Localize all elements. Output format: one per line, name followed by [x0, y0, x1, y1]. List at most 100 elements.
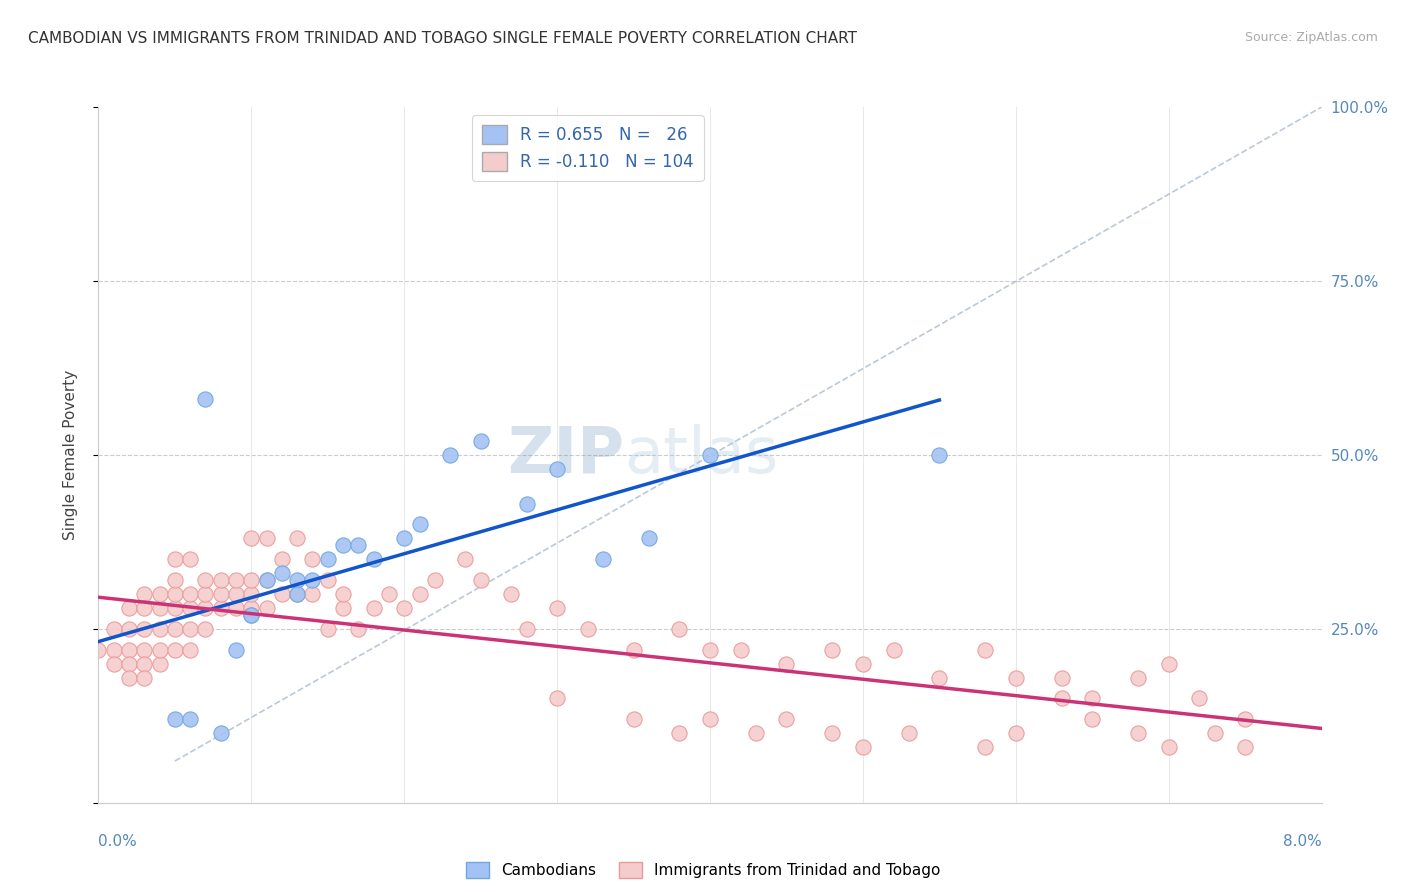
Point	[1204, 726, 1226, 740]
Point	[240, 607, 263, 622]
Point	[225, 573, 247, 587]
Point	[134, 587, 156, 601]
Point	[134, 671, 156, 685]
Point	[347, 538, 370, 552]
Point	[1081, 712, 1104, 726]
Point	[1004, 726, 1026, 740]
Point	[149, 587, 172, 601]
Point	[378, 587, 401, 601]
Point	[316, 552, 339, 566]
Point	[270, 566, 294, 581]
Point	[1081, 691, 1104, 706]
Point	[179, 712, 201, 726]
Point	[316, 622, 339, 636]
Point	[285, 587, 308, 601]
Point	[179, 587, 201, 601]
Point	[149, 601, 172, 615]
Point	[347, 622, 370, 636]
Point	[270, 552, 294, 566]
Point	[439, 448, 461, 462]
Point	[149, 642, 172, 657]
Point	[285, 532, 308, 546]
Point	[134, 601, 156, 615]
Point	[285, 587, 308, 601]
Point	[392, 532, 416, 546]
Point	[1157, 657, 1180, 671]
Point	[118, 622, 141, 636]
Point	[240, 607, 263, 622]
Point	[775, 712, 797, 726]
Point	[209, 726, 232, 740]
Point	[194, 601, 217, 615]
Point	[363, 601, 385, 615]
Point	[546, 601, 568, 615]
Point	[301, 573, 323, 587]
Point	[301, 552, 323, 566]
Point	[363, 552, 385, 566]
Point	[179, 642, 201, 657]
Point	[470, 434, 492, 448]
Point	[928, 671, 950, 685]
Point	[163, 601, 186, 615]
Point	[1188, 691, 1211, 706]
Point	[134, 657, 156, 671]
Point	[637, 532, 661, 546]
Point	[194, 587, 217, 601]
Point	[149, 622, 172, 636]
Point	[179, 622, 201, 636]
Point	[179, 552, 201, 566]
Point	[240, 601, 263, 615]
Text: CAMBODIAN VS IMMIGRANTS FROM TRINIDAD AND TOBAGO SINGLE FEMALE POVERTY CORRELATI: CAMBODIAN VS IMMIGRANTS FROM TRINIDAD AN…	[28, 31, 858, 46]
Point	[118, 642, 141, 657]
Point	[852, 740, 875, 755]
Point	[974, 642, 997, 657]
Point	[546, 691, 568, 706]
Point	[270, 587, 294, 601]
Point	[163, 573, 186, 587]
Point	[699, 642, 721, 657]
Text: 0.0%: 0.0%	[98, 834, 138, 849]
Point	[1004, 671, 1026, 685]
Point	[240, 587, 263, 601]
Point	[928, 448, 950, 462]
Point	[668, 622, 690, 636]
Point	[392, 601, 416, 615]
Point	[332, 601, 354, 615]
Point	[163, 622, 186, 636]
Point	[225, 601, 247, 615]
Point	[1128, 726, 1150, 740]
Point	[209, 573, 232, 587]
Point	[1128, 671, 1150, 685]
Point	[194, 392, 217, 407]
Point	[699, 448, 721, 462]
Point	[256, 573, 278, 587]
Point	[1050, 671, 1073, 685]
Point	[821, 726, 844, 740]
Point	[332, 538, 354, 552]
Point	[256, 573, 278, 587]
Text: ZIP: ZIP	[508, 424, 624, 486]
Point	[408, 587, 430, 601]
Text: atlas: atlas	[624, 424, 779, 486]
Point	[301, 587, 323, 601]
Text: 8.0%: 8.0%	[1282, 834, 1322, 849]
Point	[745, 726, 768, 740]
Point	[883, 642, 905, 657]
Legend: R = 0.655   N =   26, R = -0.110   N = 104: R = 0.655 N = 26, R = -0.110 N = 104	[472, 115, 703, 181]
Text: Source: ZipAtlas.com: Source: ZipAtlas.com	[1244, 31, 1378, 45]
Point	[134, 622, 156, 636]
Y-axis label: Single Female Poverty: Single Female Poverty	[63, 370, 77, 540]
Point	[1050, 691, 1073, 706]
Point	[576, 622, 599, 636]
Point	[225, 642, 247, 657]
Point	[163, 642, 186, 657]
Point	[256, 532, 278, 546]
Legend: Cambodians, Immigrants from Trinidad and Tobago: Cambodians, Immigrants from Trinidad and…	[460, 856, 946, 884]
Point	[974, 740, 997, 755]
Point	[592, 552, 614, 566]
Point	[730, 642, 752, 657]
Point	[423, 573, 446, 587]
Point	[897, 726, 920, 740]
Point	[118, 601, 141, 615]
Point	[316, 573, 339, 587]
